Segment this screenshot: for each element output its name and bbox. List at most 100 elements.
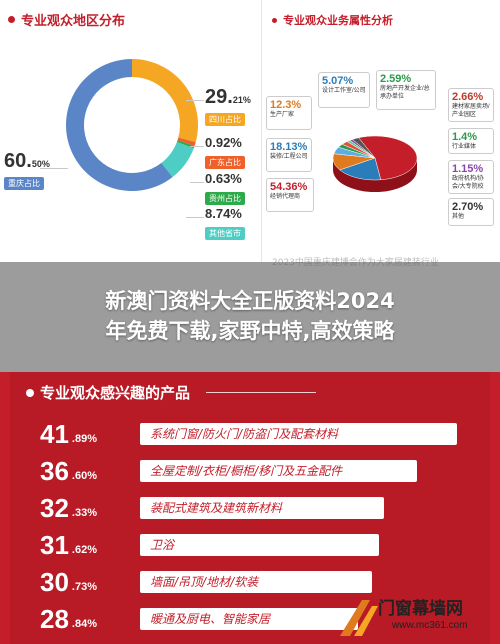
region-tag-sichuan: 四川占比 bbox=[205, 113, 245, 126]
product-bar bbox=[140, 608, 358, 630]
bullet-icon bbox=[8, 16, 15, 23]
business-box-government: 1.15% 政府机构/协会/大专院校 bbox=[448, 160, 494, 194]
logo-name: 门窗幕墙网 bbox=[378, 599, 463, 619]
product-row: 30.73% 墙面/吊顶/地材/软装 bbox=[40, 566, 490, 597]
product-row: 28.84% 暖通及厨电、智能家居 bbox=[40, 604, 490, 634]
business-pct-manufacturer: 12.3% bbox=[270, 99, 302, 111]
product-row: 32.33% 装配式建筑及建筑新材料 bbox=[40, 493, 490, 523]
region-tag-chongqing: 重庆占比 bbox=[4, 177, 44, 190]
business-box-other: 2.70% 其他 bbox=[448, 198, 494, 226]
pie-slice bbox=[358, 135, 418, 181]
business-pct-dealer: 54.36% bbox=[270, 181, 308, 193]
region-tag-guizhou: 贵州占比 bbox=[205, 192, 245, 205]
business-cap-government: 政府机构/协会/大专院校 bbox=[452, 176, 484, 190]
leader-line bbox=[190, 182, 204, 183]
product-label: 卫浴 bbox=[150, 538, 175, 552]
products-section-header: 专业观众感兴趣的产品 bbox=[26, 382, 317, 403]
business-section-header: 专业观众业务属性分析 bbox=[272, 12, 393, 28]
region-section-header: 专业观众地区分布 bbox=[8, 10, 125, 29]
product-row: 31.62% 卫浴 bbox=[40, 529, 490, 560]
product-label: 暖通及厨电、智能家居 bbox=[150, 612, 271, 626]
product-value-dec: .62% bbox=[71, 544, 97, 556]
product-bar bbox=[140, 534, 379, 556]
region-section-title: 专业观众地区分布 bbox=[21, 14, 126, 29]
business-cap-dealer: 经销代理商 bbox=[270, 194, 301, 200]
region-tag-guangdong: 广东占比 bbox=[205, 156, 245, 169]
business-box-dealer: 54.36% 经销代理商 bbox=[266, 178, 314, 212]
product-row: 36.60% 全屋定制/衣柜/橱柜/移门及五金配件 bbox=[40, 455, 490, 486]
region-label-other: 8.74% 其他省市 bbox=[205, 205, 245, 241]
business-cap-realestate: 房地产开发企业/总承办单位 bbox=[380, 86, 430, 100]
business-pct-government: 1.15% bbox=[452, 163, 484, 175]
logo-mark-stripe bbox=[340, 600, 370, 636]
logo-mark-stripe bbox=[354, 606, 378, 636]
region-label-chongqing: 60.50% 重庆占比 bbox=[4, 150, 50, 191]
business-cap-media: 行业媒体 bbox=[452, 144, 477, 150]
pie-slice bbox=[351, 137, 376, 159]
site-logo bbox=[340, 600, 378, 636]
region-value-guizhou: 0.63% bbox=[205, 171, 242, 186]
business-box-manufacturer: 12.3% 生产厂家 bbox=[266, 96, 312, 130]
product-value-int: 30 bbox=[40, 566, 69, 597]
product-value-int: 36 bbox=[40, 455, 69, 486]
logo-url: www.mc361.com bbox=[392, 620, 468, 631]
banner-title-line1: 新澳门资料大全正版资料2024 bbox=[105, 289, 395, 313]
product-value-dec: .73% bbox=[71, 581, 97, 593]
business-cap-manufacturer: 生产厂家 bbox=[270, 112, 295, 118]
product-bar bbox=[140, 497, 384, 519]
business-section-title: 专业观众业务属性分析 bbox=[283, 14, 393, 27]
donut-slice bbox=[132, 59, 198, 143]
bullet-icon bbox=[26, 388, 34, 397]
leader-line bbox=[40, 168, 68, 169]
region-label-guangdong: 0.92% 广东占比 bbox=[205, 134, 245, 170]
product-bar bbox=[140, 460, 417, 482]
business-cap-other: 其他 bbox=[452, 214, 465, 220]
business-cap-design: 设计工作室/公司 bbox=[322, 88, 366, 94]
business-box-design: 5.07% 设计工作室/公司 bbox=[318, 72, 370, 108]
donut-slice bbox=[161, 141, 194, 178]
product-label: 墙面/吊顶/地材/软装 bbox=[150, 575, 259, 589]
title-banner bbox=[0, 262, 500, 372]
product-label: 系统门窗/防火门/防盗门及配套材料 bbox=[150, 427, 339, 441]
business-pct-decoration: 18.13% bbox=[270, 141, 308, 153]
donut-slice bbox=[177, 137, 196, 146]
business-pct-market: 2.66% bbox=[452, 91, 484, 103]
banner-title: 新澳门资料大全正版资料2024 年免费下载,家野中特,高效策略 bbox=[0, 286, 500, 346]
product-value-dec: .60% bbox=[71, 470, 97, 482]
product-value-dec: .84% bbox=[71, 618, 97, 630]
product-label: 装配式建筑及建筑新材料 bbox=[150, 501, 283, 515]
business-pct-design: 5.07% bbox=[322, 75, 354, 87]
region-value-chongqing-int: 60. bbox=[4, 150, 32, 172]
business-pct-media: 1.4% bbox=[452, 131, 478, 143]
region-value-sichuan-dec: 21% bbox=[232, 95, 251, 105]
product-bar bbox=[140, 423, 457, 445]
business-pct-other: 2.70% bbox=[452, 201, 484, 213]
leader-line bbox=[190, 146, 204, 147]
top-infographic: 专业观众地区分布 60.50% 重庆占比 29.21% 四川占比 0.92% 广… bbox=[0, 0, 500, 268]
region-distribution-panel: 专业观众地区分布 60.50% 重庆占比 29.21% 四川占比 0.92% 广… bbox=[0, 0, 262, 262]
leader-line bbox=[186, 217, 204, 218]
business-box-realestate: 2.59% 房地产开发企业/总承办单位 bbox=[376, 70, 436, 110]
panel-divider bbox=[261, 0, 262, 262]
product-value-dec: .33% bbox=[71, 507, 97, 519]
region-label-sichuan: 29.21% 四川占比 bbox=[205, 86, 251, 127]
region-value-guangdong: 0.92% bbox=[205, 135, 242, 150]
region-tag-other: 其他省市 bbox=[205, 227, 245, 240]
region-value-sichuan-int: 29. bbox=[205, 86, 233, 108]
region-value-chongqing-dec: 50% bbox=[31, 159, 50, 169]
business-pct-realestate: 2.59% bbox=[380, 73, 412, 85]
business-box-media: 1.4% 行业媒体 bbox=[448, 128, 494, 154]
product-value-dec: .89% bbox=[71, 433, 97, 445]
donut-slice bbox=[66, 59, 173, 191]
product-value-int: 41 bbox=[40, 418, 69, 449]
leader-line bbox=[186, 100, 204, 101]
region-donut-chart bbox=[66, 59, 198, 191]
products-section-title: 专业观众感兴趣的产品 bbox=[40, 384, 191, 402]
bullet-icon bbox=[272, 17, 277, 23]
product-value-int: 31 bbox=[40, 529, 69, 560]
region-label-guizhou: 0.63% 贵州占比 bbox=[205, 170, 245, 206]
product-row: 41.89% 系统门窗/防火门/防盗门及配套材料 bbox=[40, 418, 490, 449]
banner-title-line2: 年免费下载,家野中特,高效策略 bbox=[105, 319, 395, 343]
pie-slice bbox=[339, 157, 382, 181]
product-bar bbox=[140, 571, 372, 593]
